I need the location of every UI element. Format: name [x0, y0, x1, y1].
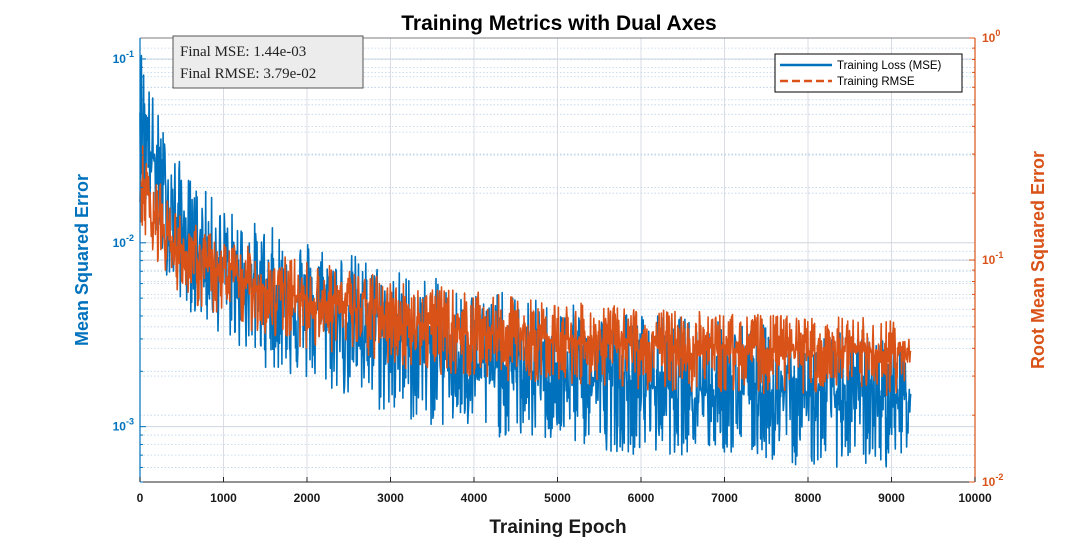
y-tick-label-right: 10-1 [982, 250, 1003, 267]
annotation-line-rmse: Final RMSE: 3.79e-02 [180, 66, 316, 82]
legend-box [774, 53, 963, 93]
x-tick-label: 2000 [294, 491, 321, 505]
x-tick-label: 5000 [544, 491, 571, 505]
x-tick-label: 8000 [795, 491, 822, 505]
legend-label-rmse: Training RMSE [837, 76, 915, 88]
x-tick-label: 1000 [210, 491, 237, 505]
y-axis-label-left: Mean Squared Error [72, 174, 92, 346]
axes-frame [139, 37, 976, 483]
x-axis-label: Training Epoch [489, 517, 626, 538]
chart-title: Training Metrics with Dual Axes [401, 12, 716, 35]
x-tick-label: 9000 [878, 491, 905, 505]
x-tick-label: 6000 [628, 491, 655, 505]
tick-labels: 0 1000 2000 3000 4000 5000 6000 7000 8000 9000 100… [113, 28, 1004, 505]
x-tick-label: 7000 [711, 491, 738, 505]
annotation-line-mse: Final MSE: 1.44e-03 [180, 44, 306, 60]
x-tick-label: 0 [137, 491, 144, 505]
legend-label-mse: Training Loss (MSE) [837, 60, 942, 72]
x-tick-label: 4000 [461, 491, 488, 505]
y-tick-label-left: 10-2 [113, 233, 134, 250]
series-line-rmse [139, 145, 912, 396]
y-axis-label-right: Root Mean Squared Error [1028, 151, 1048, 369]
y-tick-label-right: 10-2 [982, 472, 1003, 489]
x-tick-label: 10000 [958, 491, 992, 505]
y-tick-label-right: 100 [982, 28, 1000, 45]
plot-series [139, 54, 912, 468]
x-tick-label: 3000 [377, 491, 404, 505]
y-tick-label-left: 10-1 [113, 49, 134, 66]
y-tick-label-left: 10-3 [113, 417, 134, 434]
legend: Training Loss (MSE) Training RMSE [774, 53, 963, 93]
annotation-box: Final MSE: 1.44e-03 Final RMSE: 3.79e-02 [172, 35, 364, 89]
